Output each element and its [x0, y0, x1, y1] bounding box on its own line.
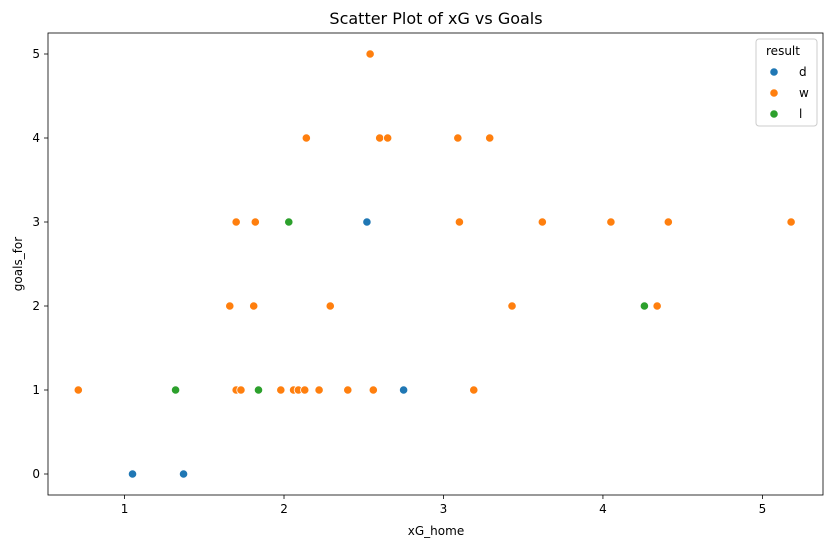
point-w	[325, 301, 335, 311]
x-axis: 1 2 3 4 5	[121, 495, 767, 516]
point-d	[178, 469, 189, 479]
x-tick-label: 4	[599, 502, 607, 516]
point-l	[284, 217, 294, 227]
point-l	[253, 385, 264, 395]
x-tick-label: 5	[759, 502, 767, 516]
point-w	[73, 385, 83, 395]
y-tick-label: 3	[32, 215, 40, 229]
legend-marker-l	[769, 109, 779, 119]
y-tick-label: 5	[32, 47, 40, 61]
point-w	[314, 385, 324, 395]
point-w	[453, 133, 463, 143]
legend-label-d: d	[799, 65, 807, 79]
point-w	[485, 133, 495, 143]
point-w	[249, 301, 259, 311]
point-w	[365, 49, 375, 59]
legend-title: result	[766, 44, 800, 58]
plot-frame	[47, 32, 824, 496]
legend-label-w: w	[799, 86, 809, 100]
x-tick-label: 1	[121, 502, 129, 516]
x-tick-label: 2	[280, 502, 288, 516]
legend-marker-d	[769, 67, 779, 77]
y-tick-label: 0	[32, 467, 40, 481]
point-w	[368, 385, 378, 395]
point-w	[276, 385, 286, 395]
point-w	[301, 133, 311, 143]
legend-label-l: l	[799, 107, 802, 121]
legend-items: dwl	[769, 65, 809, 121]
point-w	[663, 217, 673, 227]
point-w	[507, 301, 517, 311]
point-l	[170, 385, 181, 395]
point-w	[383, 133, 393, 143]
point-w	[469, 385, 479, 395]
y-axis: 0 1 2 3 4 5	[32, 47, 48, 481]
point-d	[362, 217, 372, 227]
point-w	[454, 217, 465, 227]
point-w	[231, 217, 241, 227]
point-w	[300, 385, 310, 395]
legend-marker-w	[769, 88, 779, 98]
point-w	[236, 385, 246, 395]
chart-title: Scatter Plot of xG vs Goals	[329, 9, 542, 28]
legend: result dwl	[755, 38, 818, 127]
point-d	[399, 385, 409, 395]
point-w	[652, 301, 662, 311]
point-l	[639, 301, 649, 311]
point-w	[225, 301, 235, 311]
point-w	[343, 385, 353, 395]
point-w	[606, 217, 616, 227]
x-tick-label: 3	[440, 502, 448, 516]
legend-box	[755, 38, 818, 127]
y-axis-label: goals_for	[11, 237, 25, 291]
x-axis-label: xG_home	[408, 524, 464, 538]
point-w	[537, 217, 547, 227]
y-tick-label: 1	[32, 383, 40, 397]
point-w	[250, 217, 260, 227]
point-w	[375, 133, 385, 143]
data-points	[73, 49, 796, 479]
point-w	[786, 217, 796, 227]
point-d	[127, 469, 138, 479]
y-tick-label: 2	[32, 299, 40, 313]
y-tick-label: 4	[32, 131, 40, 145]
